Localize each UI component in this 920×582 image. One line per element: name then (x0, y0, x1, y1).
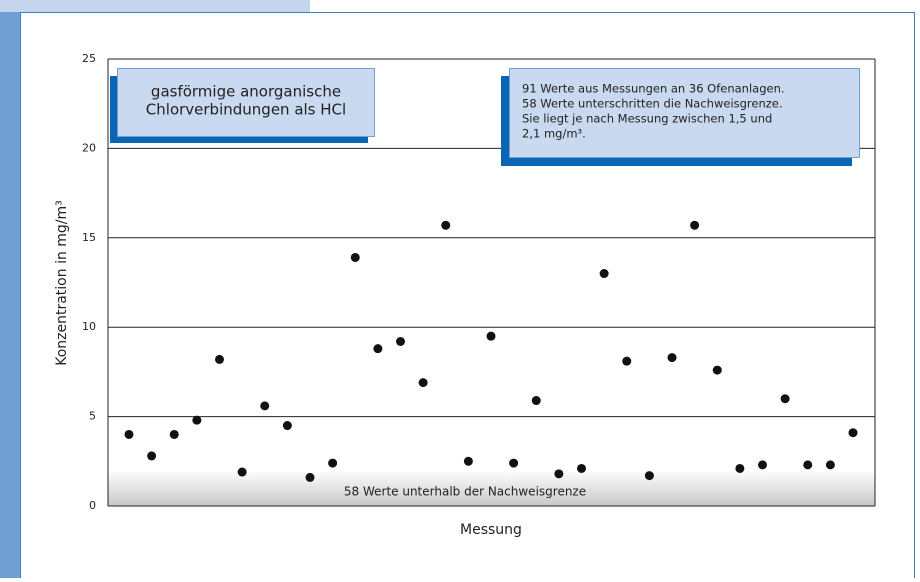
point (215, 354, 225, 364)
annotation-text: gasförmige anorganische (151, 83, 341, 101)
annotation-text: Sie liegt je nach Messung zwischen 1,5 u… (522, 112, 772, 126)
point (825, 460, 835, 470)
point (147, 451, 157, 461)
point (396, 337, 406, 347)
y-tick-label: 15 (82, 231, 96, 244)
point (622, 356, 632, 366)
point (803, 460, 813, 470)
point (441, 220, 451, 230)
point (192, 415, 202, 425)
point (644, 471, 654, 481)
point (305, 472, 315, 482)
point (418, 378, 428, 388)
point (463, 456, 473, 466)
point (667, 353, 677, 363)
y-tick-label: 10 (82, 320, 96, 333)
y-axis-label: Konzentration in mg/m³ (54, 200, 70, 366)
point (237, 467, 247, 477)
point (848, 428, 858, 438)
annotation-text: 91 Werte aus Messungen an 36 Ofenanlagen… (522, 82, 785, 96)
annotation-box: gasförmige anorganische Chlorverbindunge… (110, 68, 375, 143)
point (509, 458, 519, 468)
x-axis-label: Messung (460, 522, 522, 538)
point (712, 365, 722, 375)
point (486, 331, 496, 341)
point (169, 429, 179, 439)
point (735, 463, 745, 473)
point (124, 429, 134, 439)
point (577, 463, 587, 473)
limit-band (108, 470, 875, 506)
side-band (0, 12, 20, 578)
point (758, 460, 768, 470)
tab (0, 0, 310, 12)
box (117, 68, 375, 137)
point (599, 269, 609, 279)
y-tick-label: 20 (82, 141, 96, 154)
y-tick-label: 0 (89, 499, 96, 512)
point (531, 396, 541, 406)
y-tick-label: 25 (82, 52, 96, 65)
annotation-text: 58 Werte unterschritten die Nachweisgren… (522, 97, 783, 111)
point (780, 394, 790, 404)
point (373, 344, 383, 354)
point (350, 252, 360, 262)
limit-label: 58 Werte unterhalb der Nachweisgrenze (344, 485, 586, 499)
box (509, 68, 860, 158)
y-tick-label: 5 (89, 410, 96, 423)
point (282, 421, 292, 431)
point (554, 469, 564, 479)
annotation-text: 2,1 mg/m³. (522, 127, 586, 141)
annotation-box: 91 Werte aus Messungen an 36 Ofenanlagen… (501, 68, 860, 166)
point (690, 220, 700, 230)
point (260, 401, 270, 411)
point (328, 458, 338, 468)
annotation-text: Chlorverbindungen als HCl (146, 101, 346, 119)
